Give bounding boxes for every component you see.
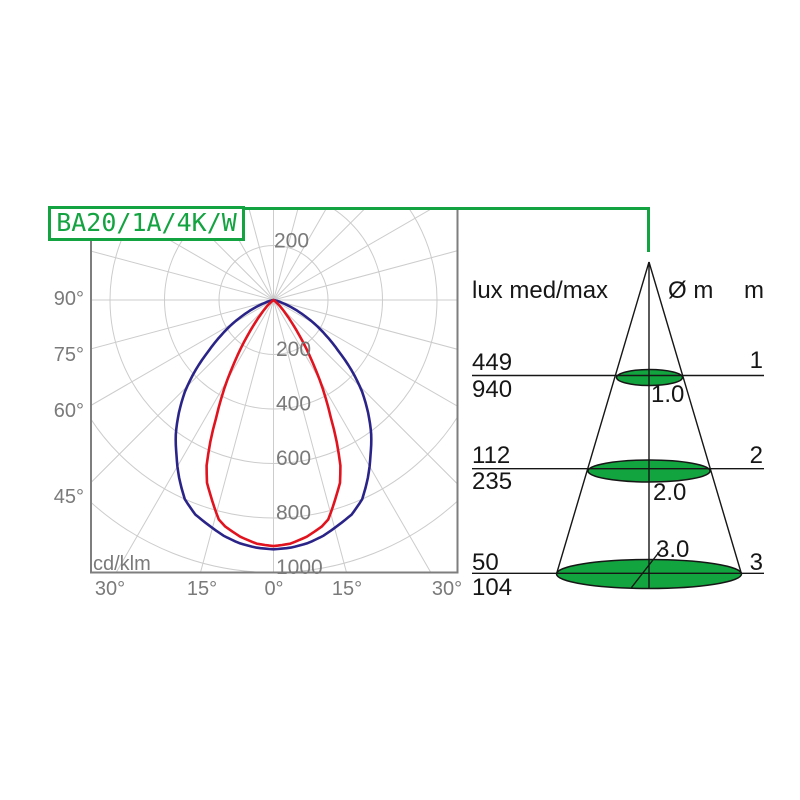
angle-tick-left-45: 45° [54,486,84,508]
polar-ray-30 [273,299,432,573]
polar-ray-120 [273,207,435,301]
lux-med-3m: 50 [472,549,499,576]
polar-ring-800 [91,415,458,519]
diameter-1m: 1.0 [651,381,685,408]
radial-tick-label-400: 400 [276,393,311,416]
polar-frame [90,207,459,574]
polar-ray-150 [273,207,328,301]
lux-max-3m: 104 [472,574,513,601]
angle-tick-left-60: 60° [54,400,84,422]
polar-ray-300 [91,299,274,406]
lux-med-2m: 112 [472,442,511,469]
intensity-curve-c0-c180 [174,298,373,551]
polar-ray-315 [91,299,274,484]
polar-ray-225 [180,207,274,301]
polar-ray-105 [273,250,458,301]
polar-ray-240 [112,207,274,301]
polar-ray-165 [273,207,299,301]
distance-2m: 2 [749,442,763,469]
polar-ray-45 [273,299,458,485]
polar-ring-600 [109,207,438,464]
radial-tick-label-1000: 1000 [276,556,323,579]
radial-tick-label-800: 800 [276,502,311,525]
radial-unit-label: cd/klm [93,553,151,575]
cone-header-lux: lux med/max [472,277,609,304]
radial-tick-label-200: 200 [276,338,311,361]
lux-max-1m: 940 [472,376,513,403]
cone-header-distance: m [744,277,764,304]
lux-max-2m: 235 [472,468,513,495]
angle-tick-left-75: 75° [54,344,84,366]
angle-tick-bottom-3: 15° [332,578,362,600]
angle-tick-bottom-0: 30° [95,578,125,600]
radial-tick-label-600: 600 [276,447,311,470]
polar-ray-135 [273,207,367,301]
intensity-curve-c90-c270 [205,298,342,548]
polar-grid [91,207,458,573]
polar-ray-285 [91,299,274,350]
diameter-2m: 2.0 [653,479,687,506]
polar-ray-15 [273,299,348,573]
polar-ray-345 [199,299,274,573]
lux-med-1m: 449 [472,349,513,376]
polar-ray-60 [273,299,458,407]
polar-ray-330 [115,299,274,573]
cone-base-diameter-line [630,548,663,588]
polar-ray-195 [248,207,274,301]
diameter-3m: 3.0 [656,536,690,563]
polar-ring-200 [218,245,329,355]
callout-connector-line [244,207,650,252]
polar-ray-75 [273,299,458,350]
angle-tick-bottom-2: 0° [264,578,283,600]
angle-tick-bottom-4: 30° [432,578,462,600]
polar-labels: 200 400 600 800 1000 200 90° 75° 60° 45° 30° 15° 0° 1… [54,230,462,601]
cone-side-left [555,261,650,575]
product-code-text: BA20/1A/4K/W [56,208,237,237]
distance-1m: 1 [749,347,763,374]
beam-cone [472,261,764,590]
cone-header-diameter: Ø m [668,277,714,304]
angle-tick-left-90: 90° [54,288,84,310]
cone-side-right [648,261,743,575]
angle-tick-bottom-1: 15° [187,578,217,600]
distance-3m: 3 [749,549,763,576]
polar-ray-255 [91,250,274,301]
polar-ring-400 [164,207,383,410]
product-code-badge: BA20/1A/4K/W [48,206,245,241]
radial-tick-label-top: 200 [274,230,309,253]
